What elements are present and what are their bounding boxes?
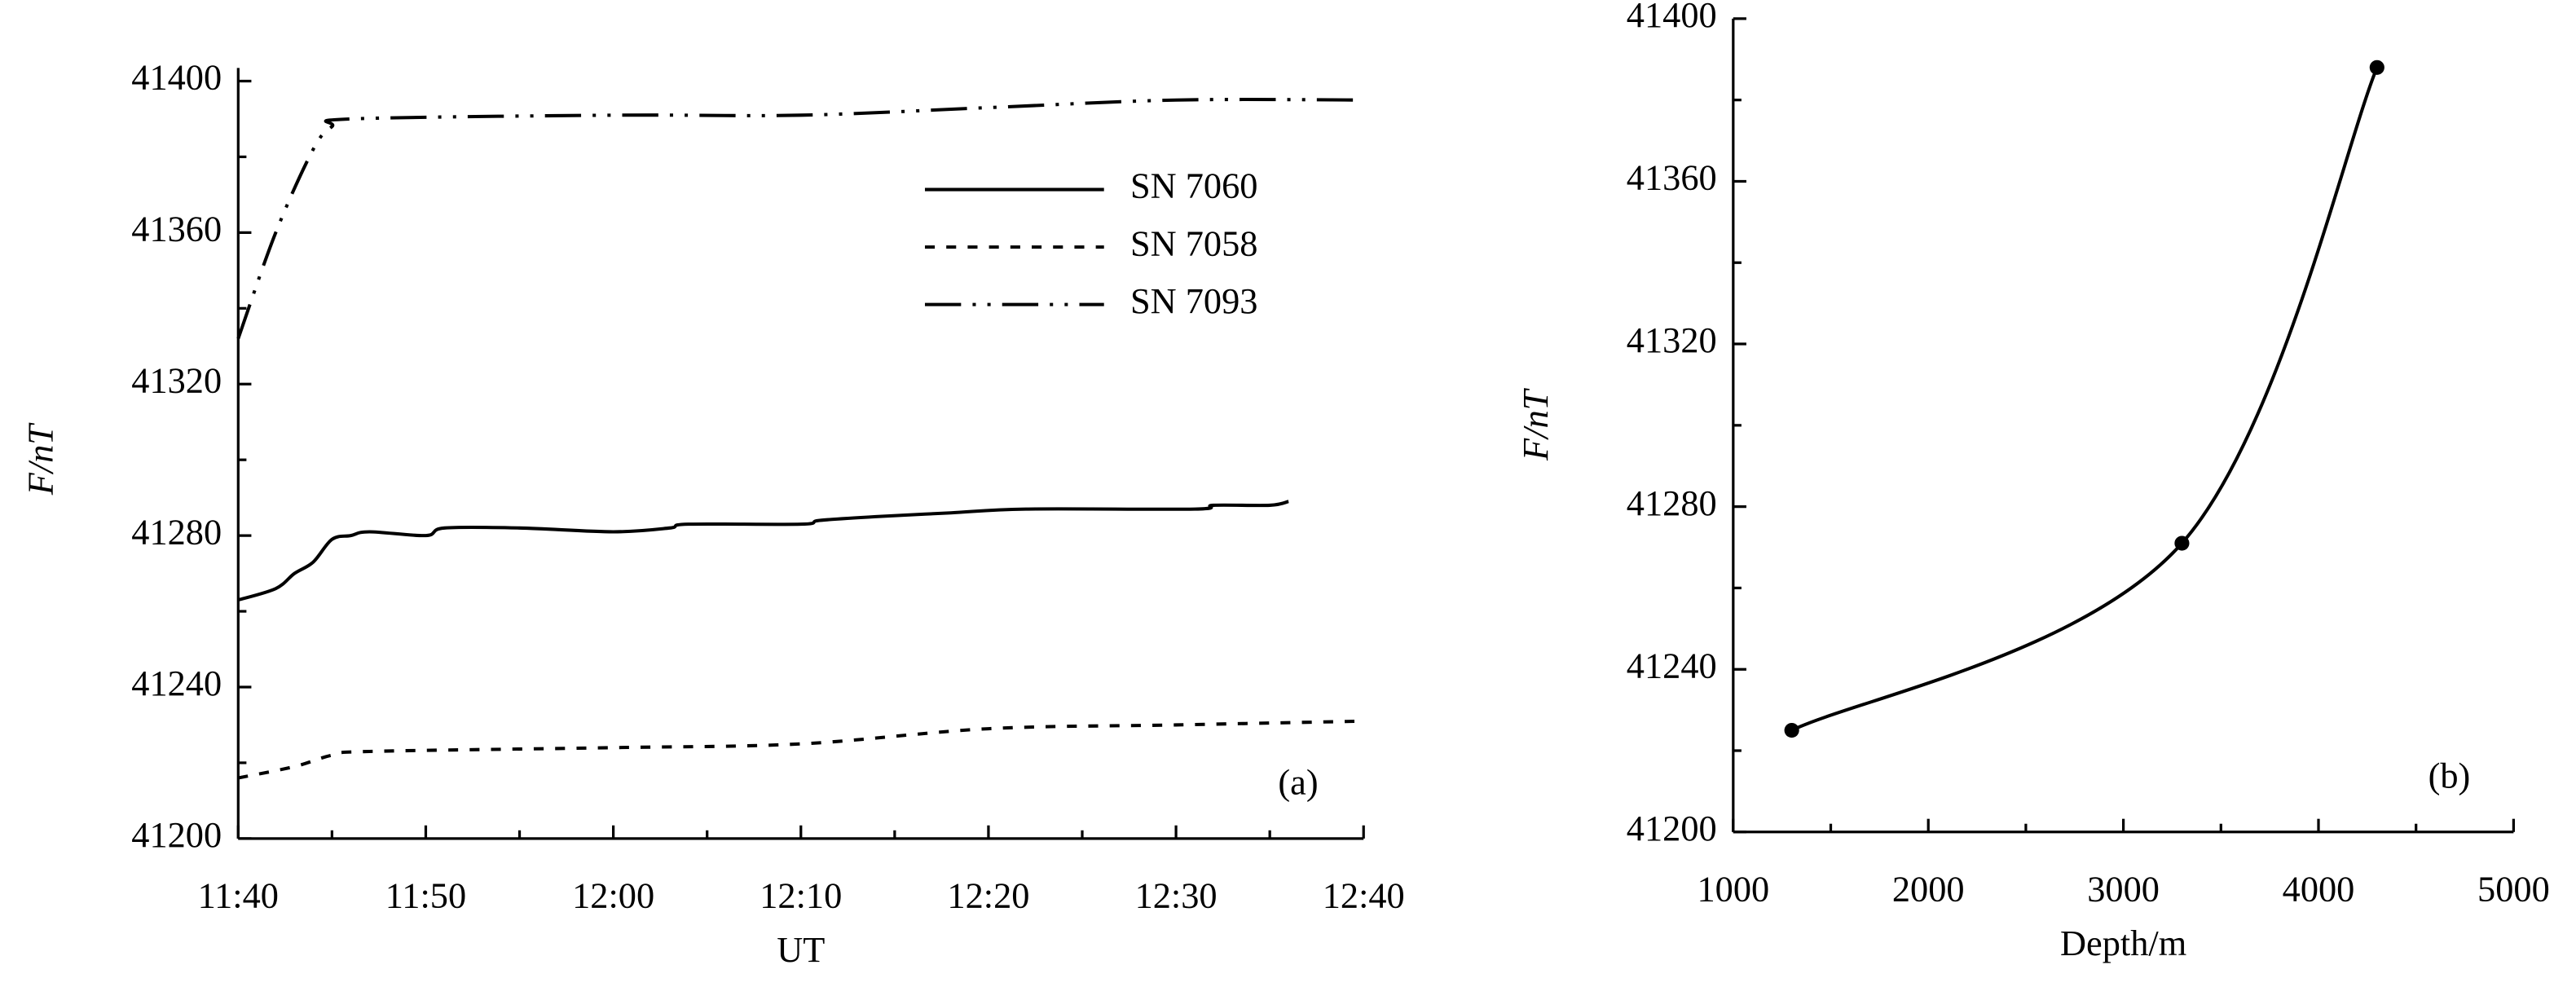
x-tick-label: 12:20 [947,875,1029,916]
legend-label: SN 7058 [1130,223,1257,263]
y-tick-label: 41320 [131,359,222,400]
y-tick-label: 41320 [1627,319,1717,360]
x-tick-label: 2000 [1892,869,1965,910]
y-tick-label: 41360 [131,209,222,249]
x-tick-label: 12:00 [572,875,654,916]
series-line [1790,67,2379,732]
y-tick-label: 41240 [1627,645,1717,685]
marker [1784,722,1799,738]
legend-label: SN 7093 [1130,280,1257,321]
series-line [236,98,1364,340]
y-tick-label: 41200 [1627,808,1717,848]
x-tick-label: 1000 [1697,869,1769,910]
y-axis-label: F/nT [20,422,61,496]
y-tick-label: 41240 [131,663,222,703]
y-axis-label: F/nT [1515,387,1556,461]
marker [2369,59,2384,75]
x-tick-label: 5000 [2477,869,2550,910]
x-tick-label: 12:10 [760,875,842,916]
series-line [237,719,1364,780]
y-tick-label: 41280 [1627,482,1717,523]
annotation: (a) [1278,762,1318,803]
x-tick-label: 11:40 [198,875,279,916]
series-line [237,500,1289,602]
y-tick-label: 41400 [1627,0,1717,35]
x-tick-label: 3000 [2087,869,2160,910]
y-tick-label: 41360 [1627,157,1717,198]
annotation: (b) [2428,755,2471,795]
x-tick-label: 4000 [2283,869,2355,910]
legend-label: SN 7060 [1130,165,1257,206]
marker [2174,535,2190,551]
x-tick-label: 12:40 [1323,875,1405,916]
x-tick-label: 11:50 [385,875,466,916]
y-tick-label: 41280 [131,511,222,552]
x-axis-label: Depth/m [2060,923,2186,963]
x-tick-label: 12:30 [1135,875,1218,916]
y-tick-label: 41200 [131,814,222,855]
x-axis-label: UT [777,929,825,970]
y-tick-label: 41400 [131,57,222,98]
